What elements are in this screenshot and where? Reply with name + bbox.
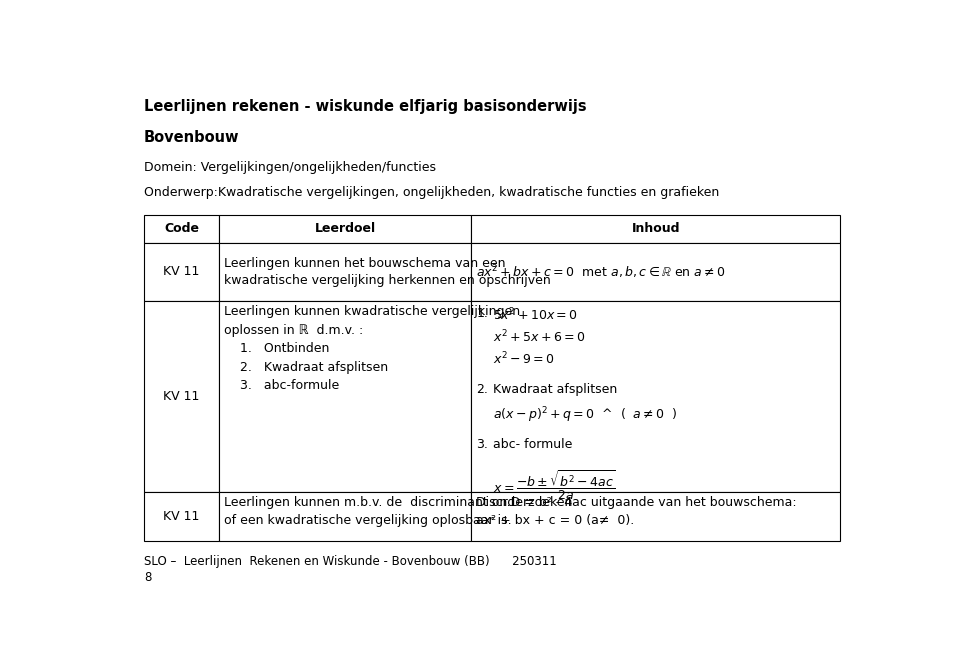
Text: Leerlingen kunnen m.b.v. de  discriminant onderzoeken
of een kwadratische vergel: Leerlingen kunnen m.b.v. de discriminant… xyxy=(225,496,572,527)
Bar xyxy=(471,214,840,242)
Text: 8: 8 xyxy=(144,571,151,585)
Text: Discr.D = b² - 4ac uitgaande van het bouwschema:
ax² + bx + c = 0 (a≠  0).: Discr.D = b² - 4ac uitgaande van het bou… xyxy=(476,496,797,527)
Bar xyxy=(144,493,219,541)
Text: 2.: 2. xyxy=(476,383,489,397)
Bar xyxy=(219,493,471,541)
Text: Code: Code xyxy=(164,222,199,235)
Text: Leerlingen kunnen het bouwschema van een
kwadratische vergelijking herkennen en : Leerlingen kunnen het bouwschema van een… xyxy=(225,257,551,287)
Text: Inhoud: Inhoud xyxy=(632,222,680,235)
Text: Kwadraat afsplitsen: Kwadraat afsplitsen xyxy=(492,383,617,397)
Text: Bovenbouw: Bovenbouw xyxy=(144,130,239,146)
Bar xyxy=(144,301,219,493)
Text: 1.: 1. xyxy=(476,307,489,320)
Bar xyxy=(219,301,471,493)
Text: KV 11: KV 11 xyxy=(163,265,200,278)
Text: Leerlingen kunnen kwadratische vergelijkingen
oplossen in ℝ  d.m.v. :
    1.   O: Leerlingen kunnen kwadratische vergelijk… xyxy=(225,305,520,393)
Text: KV 11: KV 11 xyxy=(163,391,200,403)
Bar xyxy=(144,214,219,242)
Text: abc- formule: abc- formule xyxy=(492,438,572,451)
Text: 3.: 3. xyxy=(476,438,489,451)
Text: Onderwerp:Kwadratische vergelijkingen, ongelijkheden, kwadratische functies en g: Onderwerp:Kwadratische vergelijkingen, o… xyxy=(144,187,719,199)
Text: $x^2 + 5x + 6 = 0$: $x^2 + 5x + 6 = 0$ xyxy=(492,328,586,345)
Text: $x^2 - 9 = 0$: $x^2 - 9 = 0$ xyxy=(492,350,555,367)
Text: $5x^2 + 10x = 0$: $5x^2 + 10x = 0$ xyxy=(492,307,578,323)
Text: Leerdoel: Leerdoel xyxy=(315,222,375,235)
Text: Domein: Vergelijkingen/ongelijkheden/functies: Domein: Vergelijkingen/ongelijkheden/fun… xyxy=(144,161,436,174)
Bar xyxy=(219,242,471,301)
Bar xyxy=(144,242,219,301)
Text: KV 11: KV 11 xyxy=(163,510,200,523)
Bar xyxy=(219,214,471,242)
Text: $ax^2 + bx + c = 0$  met $a, b, c \in \mathbb{R}$ en $a \neq 0$: $ax^2 + bx + c = 0$ met $a, b, c \in \ma… xyxy=(476,263,726,281)
Bar xyxy=(471,301,840,493)
Text: $a(x-p)^2 + q = 0$  ^  (  $a \neq 0$  ): $a(x-p)^2 + q = 0$ ^ ( $a \neq 0$ ) xyxy=(492,405,678,425)
Text: $x = \dfrac{-b \pm \sqrt{b^2-4ac}}{2a}$: $x = \dfrac{-b \pm \sqrt{b^2-4ac}}{2a}$ xyxy=(492,469,615,502)
Bar xyxy=(471,242,840,301)
Text: Leerlijnen rekenen - wiskunde elfjarig basisonderwijs: Leerlijnen rekenen - wiskunde elfjarig b… xyxy=(144,99,587,114)
Text: SLO –  Leerlijnen  Rekenen en Wiskunde - Bovenbouw (BB)      250311: SLO – Leerlijnen Rekenen en Wiskunde - B… xyxy=(144,555,557,567)
Bar xyxy=(471,493,840,541)
